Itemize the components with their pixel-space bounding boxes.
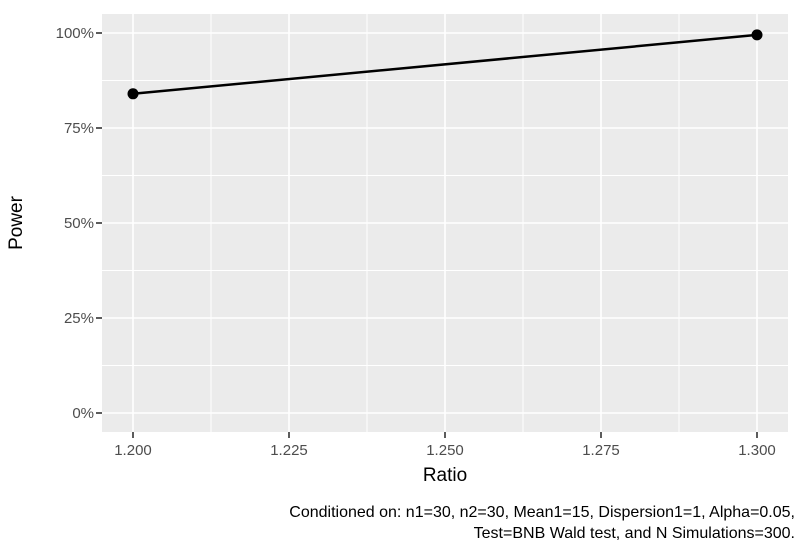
major-gridlines — [102, 14, 788, 432]
data-point — [751, 29, 763, 41]
caption-line-1: Conditioned on: n1=30, n2=30, Mean1=15, … — [289, 504, 795, 521]
y-axis-title: Power — [6, 195, 27, 250]
x-tick-label-1250: 1.250 — [426, 442, 464, 459]
series-line — [132, 33, 758, 96]
x-axis-title: Ratio — [423, 465, 467, 486]
x-axis-tick-labels: 1.200 1.225 1.250 1.275 1.300 — [114, 442, 776, 459]
x-tick-label-1300: 1.300 — [738, 442, 776, 459]
x-tick-label-1225: 1.225 — [270, 442, 308, 459]
plot-caption: Conditioned on: n1=30, n2=30, Mean1=15, … — [289, 504, 795, 542]
y-tick-label-25: 25% — [64, 310, 94, 327]
x-tick-label-1275: 1.275 — [582, 442, 620, 459]
y-tick-label-75: 75% — [64, 120, 94, 137]
y-tick-label-0: 0% — [72, 405, 94, 422]
x-tick-label-1200: 1.200 — [114, 442, 152, 459]
caption-line-2: Test=BNB Wald test, and N Simulations=30… — [474, 525, 795, 542]
y-tick-label-100: 100% — [56, 25, 94, 42]
data-point — [127, 88, 139, 100]
axis-tick-marks — [96, 32, 758, 438]
y-axis-tick-labels: 0% 25% 50% 75% 100% — [56, 25, 94, 422]
y-tick-label-50: 50% — [64, 215, 94, 232]
